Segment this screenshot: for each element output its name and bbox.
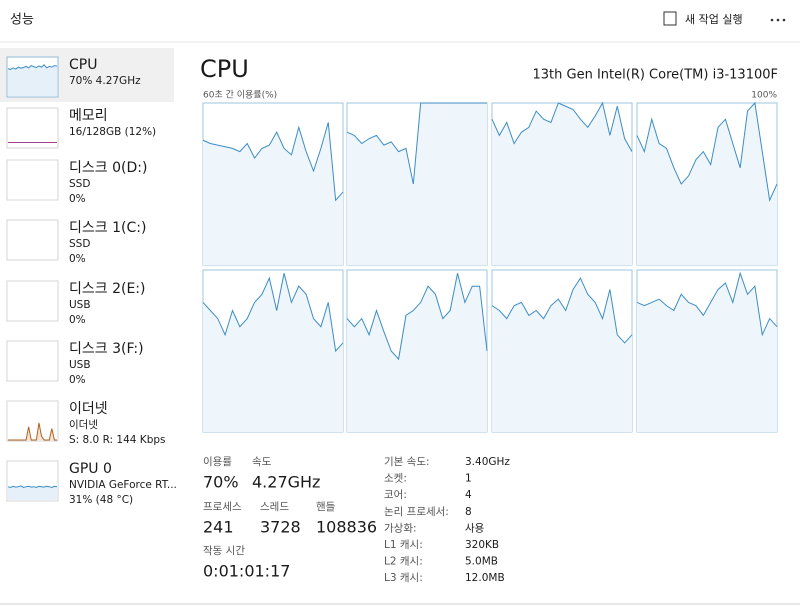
stat-label: 속도 [252, 456, 272, 468]
spec-value: 12.0MB [465, 572, 505, 584]
spec-value: 8 [465, 506, 472, 518]
stat-label: 작동 시간 [203, 545, 245, 557]
thumbnail [6, 219, 59, 261]
item-detail: 0% [69, 374, 86, 386]
graph-line [491, 277, 633, 344]
graph-area [203, 122, 343, 265]
spec-value: 1 [465, 473, 472, 485]
stat-value: 108836 [316, 518, 377, 537]
item-detail: SSD [69, 238, 90, 250]
item-detail: 이더넷 [69, 419, 98, 431]
item-name[interactable]: GPU 0 [69, 461, 112, 477]
item-detail: 16/128GB (12%) [69, 126, 156, 138]
graph-line [7, 64, 58, 70]
spec-value: 320KB [465, 539, 499, 551]
spec-label: L1 캐시: [384, 539, 423, 551]
item-name[interactable]: 디스크 1(C:) [69, 220, 146, 236]
graph-line [7, 485, 58, 489]
run-task-button[interactable]: 새 작업 실행 [663, 11, 743, 26]
stat-value: 70% [203, 473, 239, 492]
graph-label: 60초 간 이용률(%) [203, 90, 277, 101]
run-task-label[interactable]: 새 작업 실행 [685, 13, 743, 26]
run-task-icon [663, 11, 677, 26]
item-detail: 0% [69, 253, 86, 265]
stat-label: 프로세스 [203, 501, 242, 513]
spec-label: L3 캐시: [384, 572, 423, 584]
spec-label: 논리 프로세서: [384, 506, 449, 518]
item-detail: S: 8.0 R: 144 Kbps [69, 434, 166, 446]
stat-value: 241 [203, 518, 234, 537]
graph-area [203, 273, 343, 432]
thumbnail [6, 107, 59, 149]
graph-area [8, 64, 57, 96]
thumbnail [6, 400, 59, 442]
stat-value: 0:01:01:17 [203, 562, 290, 581]
item-name[interactable]: 디스크 2(E:) [69, 281, 145, 297]
item-name[interactable]: 디스크 3(F:) [69, 341, 144, 357]
item-name[interactable]: 메모리 [69, 108, 108, 124]
graph-area [8, 485, 57, 500]
stat-value: 4.27GHz [252, 473, 320, 492]
page-title: 성능 [10, 13, 34, 28]
dot [770, 18, 774, 22]
graph-area [637, 103, 777, 265]
spec-label: 코어: [384, 489, 407, 501]
graph-line [202, 273, 344, 353]
graph-line [8, 422, 57, 441]
item-detail: NVIDIA GeForce RT... [69, 479, 177, 491]
graph-line [491, 101, 633, 152]
main-title: CPU [200, 55, 249, 83]
graph-area [492, 103, 632, 265]
thumbnail [6, 340, 59, 382]
item-name[interactable]: 이더넷 [69, 401, 108, 417]
stat-label: 핸들 [316, 501, 336, 513]
thumbnail [6, 159, 59, 201]
graph-line [636, 101, 778, 202]
item-detail: SSD [69, 178, 90, 190]
graph-area [492, 278, 632, 432]
item-detail: 31% (48 °C) [69, 494, 133, 506]
item-detail: 70% 4.27GHz [69, 75, 141, 87]
spec-label: 가상화: [384, 522, 417, 534]
dot [782, 18, 786, 22]
spec-value: 사용 [465, 522, 485, 534]
more-button[interactable] [770, 18, 786, 22]
item-name[interactable]: 디스크 0(D:) [69, 160, 147, 176]
spec-value: 3.40GHz [465, 456, 510, 468]
item-name[interactable]: CPU [69, 57, 97, 73]
spec-label: 소켓: [384, 473, 407, 485]
spec-value: 4 [465, 489, 472, 501]
processor-name: 13th Gen Intel(R) Core(TM) i3-13100F [533, 68, 778, 83]
item-detail: USB [69, 299, 91, 311]
graph-area [8, 422, 57, 440]
graph-area [637, 273, 777, 432]
spec-label: L2 캐시: [384, 556, 423, 568]
graph-line [636, 271, 778, 337]
graph-area [347, 273, 487, 432]
stat-value: 3728 [260, 518, 301, 537]
graph-line [346, 273, 488, 361]
stat-label: 이용률 [203, 456, 232, 468]
spec-value: 5.0MB [465, 556, 498, 568]
item-detail: 0% [69, 193, 86, 205]
graph-line [202, 122, 344, 202]
graph-line [346, 102, 487, 185]
thumbnail [6, 280, 59, 322]
dot [776, 18, 780, 22]
item-detail: 0% [69, 314, 86, 326]
item-detail: USB [69, 359, 91, 371]
stat-label: 스레드 [260, 501, 289, 513]
spec-label: 기본 속도: [384, 456, 430, 468]
graph-max: 100% [751, 91, 777, 101]
